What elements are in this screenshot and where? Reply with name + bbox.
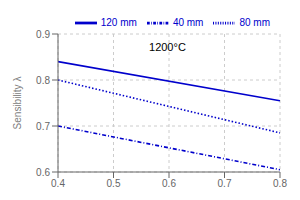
svg-text:0.8: 0.8 <box>36 75 50 86</box>
svg-text:0.6: 0.6 <box>36 167 50 178</box>
html-text:40 mm: 40 mm <box>172 16 204 28</box>
svg-text:0.5: 0.5 <box>107 178 121 189</box>
svg-text:0.9: 0.9 <box>36 29 50 40</box>
svg-text:0.6: 0.6 <box>162 178 176 189</box>
svg-text:0.4: 0.4 <box>51 178 65 189</box>
svg-text:0.7: 0.7 <box>218 178 232 189</box>
html-text:120 mm: 120 mm <box>100 16 137 28</box>
svg-text:1200°C: 1200°C <box>149 41 186 53</box>
svg-text:Sensibility λ: Sensibility λ <box>12 77 23 130</box>
html-text:80 mm: 80 mm <box>239 16 270 28</box>
svg-text:0.7: 0.7 <box>36 121 50 132</box>
svg-text:0.8: 0.8 <box>273 178 287 189</box>
